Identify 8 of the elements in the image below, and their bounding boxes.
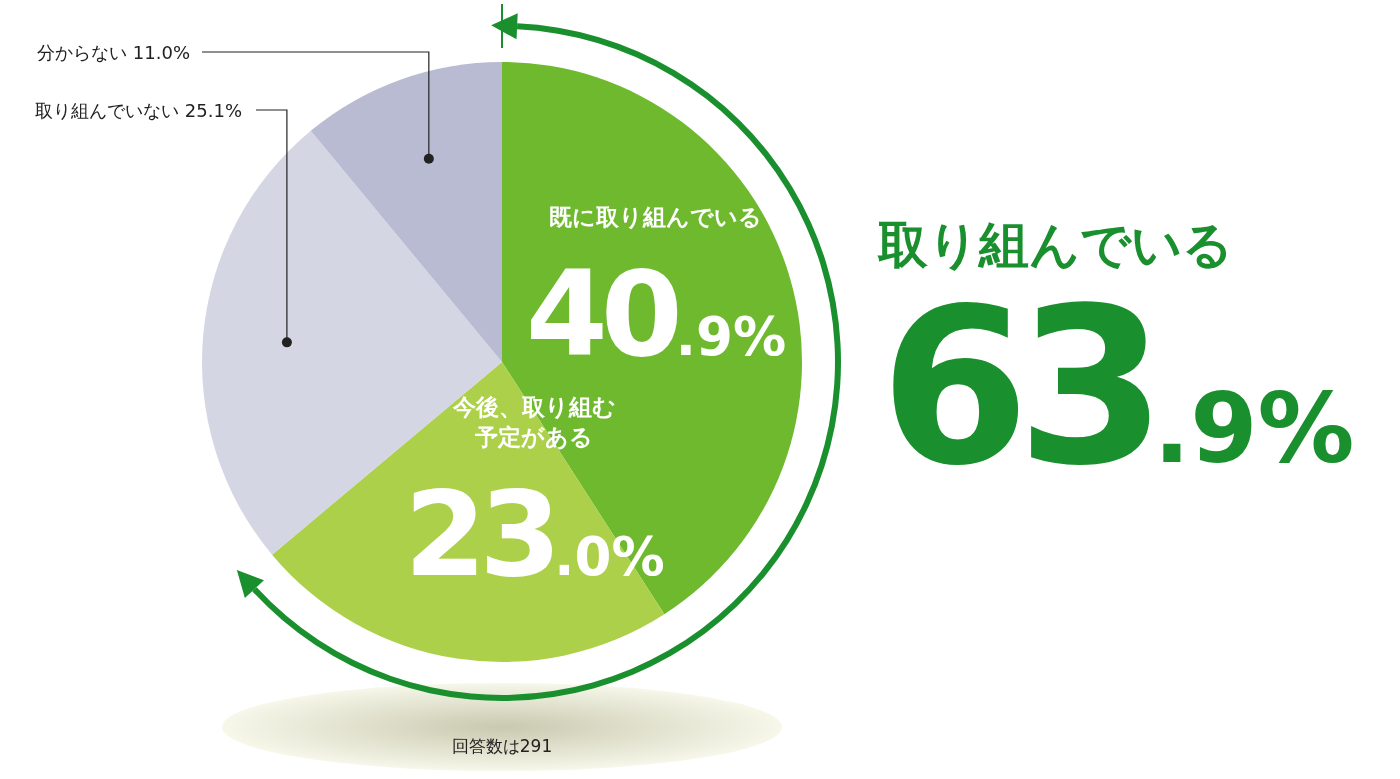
slice-label: 分からない 11.0% <box>37 42 190 63</box>
data-label: 40.9% <box>525 244 787 383</box>
text: 回答数は291 <box>451 736 553 756</box>
slice-label: 取り組んでいない 25.1% <box>35 100 242 121</box>
slice-label: 今後、取り組む予定がある <box>451 394 616 451</box>
data-label: 23.0% <box>404 465 665 604</box>
pie-slice <box>310 62 502 362</box>
slice-label: 既に取り組んでいる <box>549 203 763 230</box>
